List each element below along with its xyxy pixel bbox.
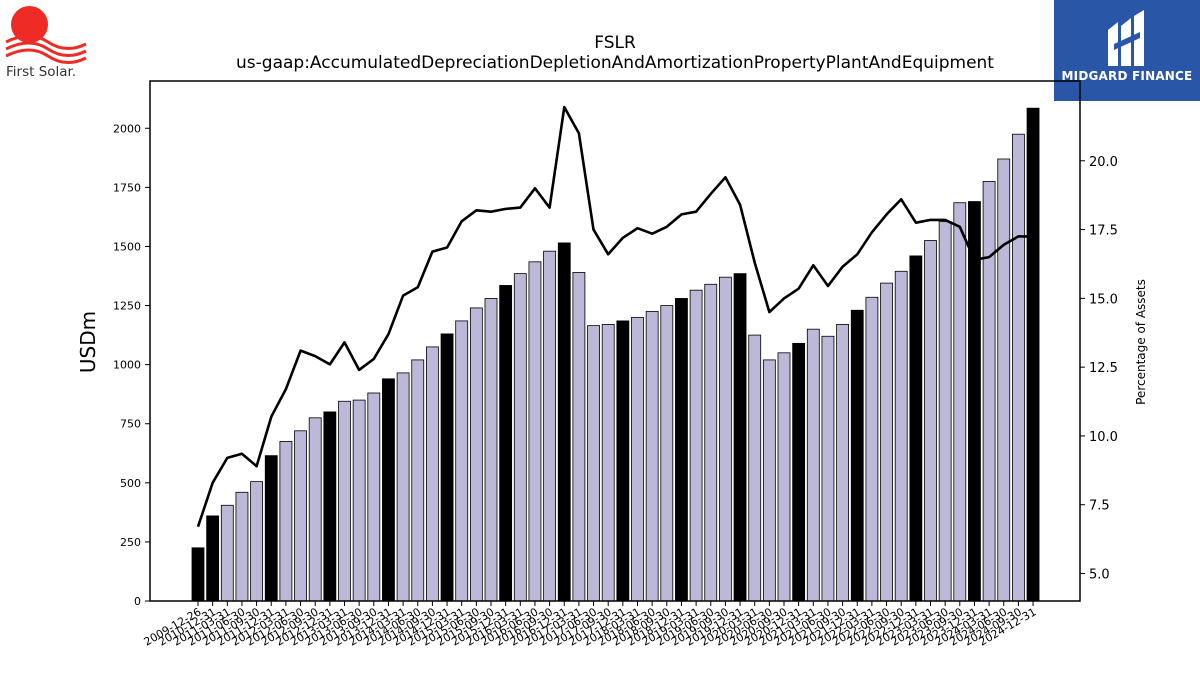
bar-15 (411, 359, 425, 602)
midgard-finance-brand: MIDGARD FINANCE (1061, 69, 1193, 83)
bar-50 (924, 240, 937, 602)
bar-11 (352, 399, 366, 602)
bar-41 (792, 342, 806, 602)
y-tick-label-1250: 1250 (113, 300, 141, 313)
bar-51 (938, 221, 952, 602)
bar-45 (850, 309, 864, 602)
bar-44 (836, 324, 849, 602)
bar-34 (689, 289, 703, 602)
bar-5 (264, 455, 278, 602)
y-axis-label: USDm (76, 311, 100, 373)
chart-title: FSLR (594, 33, 636, 53)
bar-38 (748, 334, 762, 602)
bar-55 (997, 158, 1011, 602)
bar-13 (382, 378, 395, 602)
y2-axis-label: Percentage of Assets (1134, 279, 1148, 405)
bar-53 (968, 201, 981, 602)
bar-2 (220, 504, 234, 602)
bar-47 (880, 282, 893, 602)
y-tick-label-1000: 1000 (113, 359, 141, 372)
plot-frame (149, 80, 1081, 602)
bar-29 (616, 320, 630, 602)
midgard-finance-logo: MIDGARD FINANCE (1054, 0, 1200, 101)
y2-tick-label-5: 5.0 (1089, 567, 1110, 582)
bar-52 (953, 202, 967, 602)
bar-group (191, 107, 1040, 602)
bar-6 (279, 441, 293, 602)
wave-icon (5, 34, 87, 64)
bar-19 (469, 307, 483, 602)
first-solar-brand: First Solar. (6, 64, 77, 80)
y-tick-label-1750: 1750 (113, 181, 141, 194)
percent-of-assets-line (196, 105, 1034, 528)
chart-subtitle: us-gaap:AccumulatedDepreciationDepletion… (236, 53, 994, 73)
bar-26 (572, 272, 586, 602)
bar-31 (645, 311, 659, 602)
bar-56 (1012, 133, 1025, 602)
bar-17 (440, 333, 454, 602)
y2-tick-label-20: 20.0 (1089, 155, 1118, 170)
bar-39 (762, 359, 776, 602)
y-tick-label-2000: 2000 (113, 122, 141, 135)
bar-3 (235, 491, 249, 602)
y2-tick-label-12.5: 12.5 (1089, 361, 1118, 376)
bar-10 (338, 400, 351, 602)
y-tick-label-1500: 1500 (113, 240, 141, 253)
bar-4 (250, 481, 264, 602)
bar-48 (894, 270, 908, 602)
first-solar-logo: First Solar. (0, 0, 100, 90)
bar-37 (733, 273, 747, 602)
midgard-mark-icon (1108, 10, 1144, 66)
bar-40 (777, 352, 791, 602)
bar-32 (660, 305, 674, 602)
bar-54 (982, 181, 996, 602)
bar-21 (499, 285, 513, 602)
y-tick-label-250: 250 (120, 536, 141, 549)
bar-8 (308, 417, 322, 602)
y-tick-label-750: 750 (120, 418, 141, 431)
bar-16 (425, 346, 439, 602)
bar-25 (557, 242, 571, 602)
bar-36 (719, 276, 732, 602)
bar-9 (323, 411, 337, 602)
bar-0 (191, 547, 205, 602)
bar-57 (1026, 107, 1040, 602)
bar-12 (367, 392, 381, 602)
bar-24 (543, 250, 556, 602)
bar-23 (528, 261, 542, 602)
bar-7 (294, 430, 307, 602)
percent-line-group (196, 105, 1034, 528)
bar-28 (601, 324, 615, 602)
bar-20 (484, 298, 498, 602)
y2-tick-label-17.5: 17.5 (1089, 224, 1118, 239)
bar-33 (675, 298, 688, 602)
bar-18 (455, 320, 469, 602)
y2-tick-label-10: 10.0 (1089, 430, 1118, 445)
bar-27 (587, 325, 600, 602)
y2-tick-label-7.5: 7.5 (1089, 499, 1110, 514)
bar-14 (396, 372, 410, 602)
bar-35 (704, 283, 718, 602)
bar-49 (909, 255, 923, 602)
y-tick-label-500: 500 (120, 477, 141, 490)
bar-30 (631, 316, 644, 602)
bar-43 (821, 335, 835, 602)
bar-46 (865, 296, 879, 602)
bar-42 (806, 328, 820, 602)
bar-1 (206, 515, 220, 602)
y2-tick-label-15: 15.0 (1089, 292, 1118, 307)
y-tick-label-0: 0 (134, 595, 141, 608)
axes: 0 250 500 750 1000 1250 1500 1750 2000 5.0 7.5 10.0… (113, 80, 1118, 649)
bar-22 (513, 273, 527, 602)
